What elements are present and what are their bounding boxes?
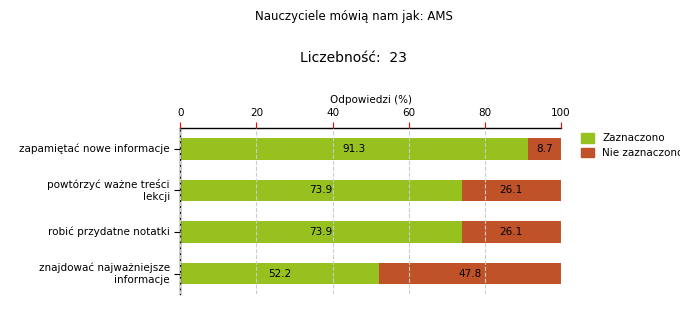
- Bar: [379, 263, 561, 284]
- Bar: [180, 180, 462, 201]
- Bar: [528, 138, 561, 160]
- Text: 73.9: 73.9: [309, 185, 333, 196]
- Legend: Zaznaczono, Nie zaznaczono: Zaznaczono, Nie zaznaczono: [581, 133, 680, 158]
- Text: 47.8: 47.8: [458, 268, 481, 279]
- Bar: [180, 138, 528, 160]
- Text: 73.9: 73.9: [309, 227, 333, 237]
- Text: 52.2: 52.2: [268, 268, 291, 279]
- Bar: [180, 263, 379, 284]
- Text: 8.7: 8.7: [536, 144, 553, 154]
- Text: Liczebność:  23: Liczebność: 23: [300, 51, 407, 65]
- Bar: [462, 221, 561, 243]
- Bar: [180, 221, 462, 243]
- Bar: [462, 180, 561, 201]
- Text: 26.1: 26.1: [500, 185, 523, 196]
- X-axis label: Odpowiedzi (%): Odpowiedzi (%): [330, 95, 411, 105]
- Text: Nauczyciele mówią nam jak: AMS: Nauczyciele mówią nam jak: AMS: [255, 10, 452, 23]
- Text: 91.3: 91.3: [343, 144, 366, 154]
- Text: 26.1: 26.1: [500, 227, 523, 237]
